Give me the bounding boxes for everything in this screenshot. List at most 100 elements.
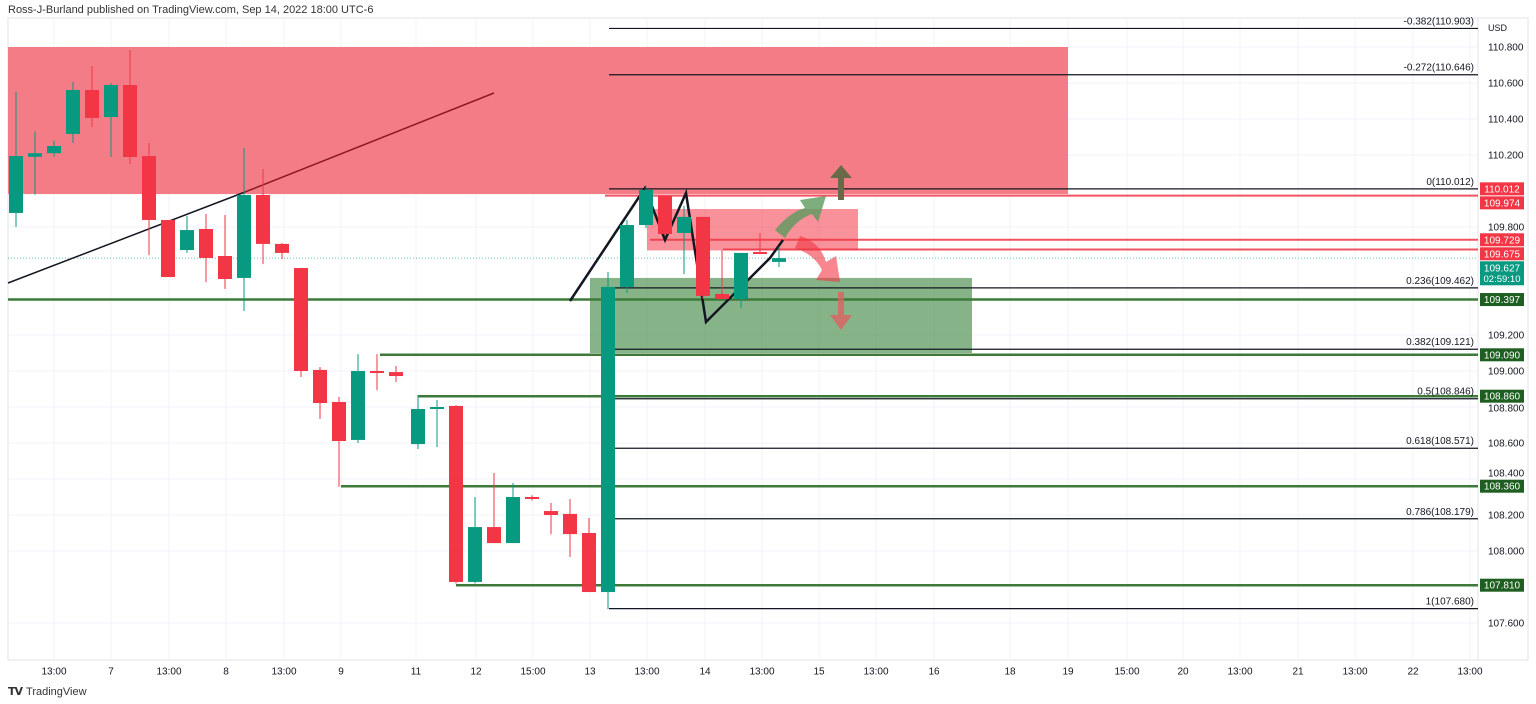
trend-line[interactable]	[7, 191, 246, 284]
time-tick-label: 14	[699, 667, 711, 678]
time-tick-label: 8	[223, 667, 229, 678]
candle-down	[275, 243, 289, 253]
candle-down	[85, 90, 99, 118]
price-label-box	[1480, 293, 1524, 307]
price-label: 109.675	[1484, 249, 1521, 260]
price-label: 110.012	[1484, 184, 1520, 195]
fib-level-label: 0.786(108.179)	[1406, 507, 1474, 518]
fib-level-label: 0.618(108.571)	[1406, 436, 1474, 447]
time-tick-label: 13:00	[156, 667, 181, 678]
candle-down	[142, 156, 156, 220]
fib-level-label: 1(107.680)	[1426, 597, 1474, 608]
time-tick-label: 9	[338, 667, 344, 678]
time-tick-label: 15:00	[520, 667, 545, 678]
time-tick-label: 13:00	[634, 667, 659, 678]
arrows[interactable]	[775, 165, 852, 330]
drawings[interactable]	[7, 92, 785, 325]
time-tick-label: 12	[470, 667, 482, 678]
candle-up	[411, 408, 425, 445]
candle-down	[294, 268, 308, 371]
time-axis[interactable]: 13:00 7 13:00 8 13:00 9 11 12 15:00 13 13:00 14 13:0…	[41, 667, 1482, 678]
zigzag-pattern[interactable]	[568, 185, 785, 325]
price-tick-label: 109.000	[1488, 367, 1525, 378]
curved-up-arrow-icon[interactable]	[775, 196, 826, 238]
price-label-box	[1480, 578, 1524, 592]
candle-up	[237, 194, 251, 278]
price-label-box	[1480, 247, 1524, 261]
candle-up	[677, 216, 691, 233]
candle-up	[66, 90, 80, 134]
price-tick-label: 109.800	[1488, 223, 1525, 234]
fib-level-label: 0.382(109.121)	[1406, 337, 1474, 348]
candle-down	[525, 497, 539, 499]
candle-up	[772, 258, 786, 262]
candle-down	[123, 84, 137, 157]
candle-down	[199, 228, 213, 258]
candle-up	[351, 371, 365, 440]
time-tick-label: 21	[1292, 667, 1304, 678]
candle-down	[313, 369, 327, 404]
candle-down	[582, 533, 596, 593]
price-tick-label: 108.400	[1488, 469, 1525, 480]
candle-up	[104, 84, 118, 118]
candle-up	[28, 153, 42, 157]
candle-down	[563, 513, 577, 535]
candle-down	[715, 293, 729, 299]
price-tick-label: 110.600	[1488, 79, 1524, 90]
time-tick-label: 18	[1004, 667, 1016, 678]
price-tick-label: 109.200	[1488, 331, 1525, 342]
fib-level-label: 0(110.012)	[1426, 177, 1474, 188]
candle-down	[389, 372, 403, 377]
time-tick-label: 13:00	[1227, 667, 1252, 678]
fibonacci-retracement[interactable]: -0.382(110.903) -0.272(110.646) 0(110.012)…	[609, 16, 1478, 610]
candle-up	[734, 252, 748, 299]
price-label-box	[1480, 182, 1524, 196]
candle-up	[180, 230, 194, 251]
candle-down	[449, 405, 463, 582]
fib-level-label: -0.382(110.903)	[1404, 16, 1474, 27]
price-label: 107.810	[1484, 581, 1521, 592]
time-tick-label: 13:00	[1457, 667, 1482, 678]
price-label: 109.974	[1484, 198, 1521, 209]
price-tick-label: 108.600	[1488, 439, 1525, 450]
candle-up	[9, 156, 23, 213]
tradingview-brand[interactable]: 𝗧𝗩 TradingView	[8, 685, 87, 698]
countdown-label: 02:59:10	[1484, 274, 1521, 285]
price-axis[interactable]: 110.800 110.600 110.400 110.200 109.800 109.2…	[1480, 23, 1525, 630]
fib-level-label: -0.272(110.646)	[1404, 63, 1474, 74]
down-arrow-icon[interactable]	[830, 292, 852, 330]
candle-up	[506, 497, 520, 544]
time-tick-label: 13:00	[863, 667, 888, 678]
resistance-zone[interactable]	[8, 47, 1068, 195]
candle-down	[753, 252, 767, 255]
time-tick-label: 13	[584, 667, 596, 678]
candle-up	[468, 527, 482, 582]
tradingview-logo-icon: 𝗧𝗩	[8, 685, 23, 698]
price-label: 109.627	[1484, 263, 1521, 274]
candle-down	[256, 194, 270, 244]
price-label: 109.090	[1484, 350, 1521, 361]
time-tick-label: 15:00	[1114, 667, 1139, 678]
up-arrow-icon[interactable]	[830, 165, 852, 200]
price-tick-label: 108.800	[1488, 404, 1525, 415]
candle-up	[430, 407, 444, 409]
trend-line-extension[interactable]	[244, 92, 495, 193]
fib-level-label: 0.236(109.462)	[1406, 276, 1474, 287]
price-tick-label: 110.800	[1488, 43, 1524, 54]
time-tick-label: 13:00	[749, 667, 774, 678]
candle-down	[332, 401, 346, 442]
price-label: 109.729	[1484, 235, 1521, 246]
time-tick-label: 22	[1407, 667, 1419, 678]
candles	[9, 50, 786, 609]
candle-up	[601, 286, 615, 593]
candle-down	[696, 216, 710, 296]
curved-down-arrow-icon[interactable]	[795, 236, 840, 282]
levels	[8, 194, 1478, 587]
price-tick-label: 107.600	[1488, 619, 1525, 630]
time-tick-label: 13:00	[1342, 667, 1367, 678]
support-zone[interactable]	[590, 277, 972, 353]
price-label: 109.397	[1484, 295, 1521, 306]
currency-label: USD	[1488, 23, 1508, 33]
price-tick-label: 110.400	[1488, 115, 1524, 126]
